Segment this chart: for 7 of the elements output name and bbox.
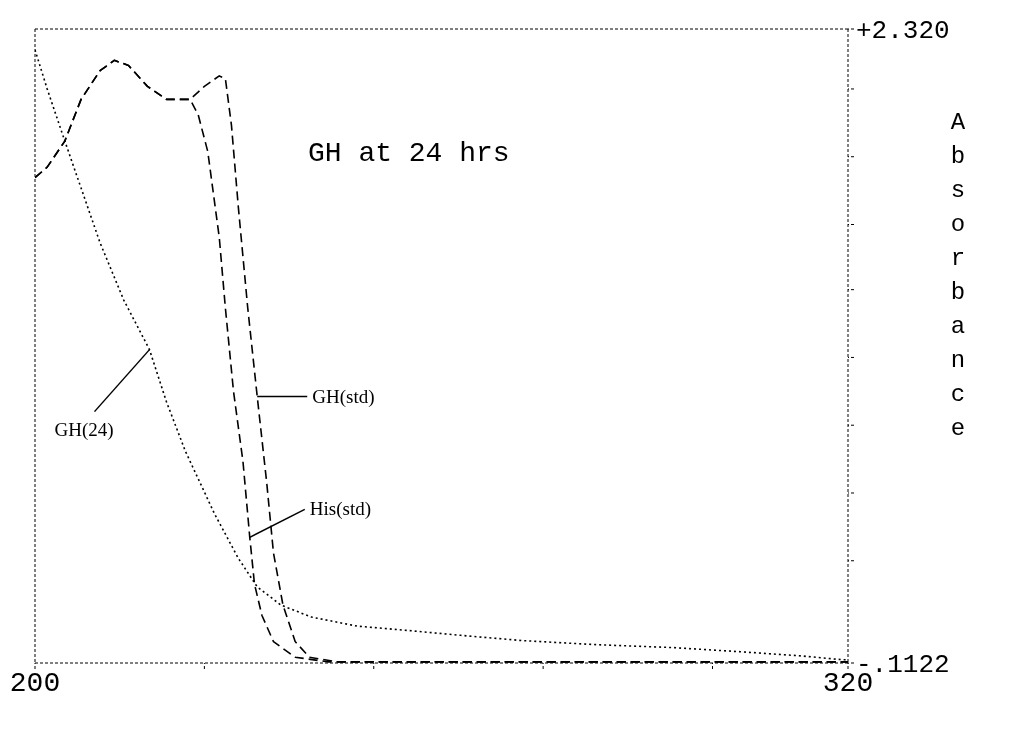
x-tick-label: 200	[9, 667, 61, 699]
text: GH at 24 hrs	[308, 138, 510, 169]
annotation: GH(std)	[312, 385, 375, 408]
annotation: His(std)	[309, 498, 371, 521]
y-tick-label: +2.320	[856, 16, 950, 47]
text: Absorbance	[950, 109, 966, 442]
annotation: GH(24)	[54, 418, 114, 441]
